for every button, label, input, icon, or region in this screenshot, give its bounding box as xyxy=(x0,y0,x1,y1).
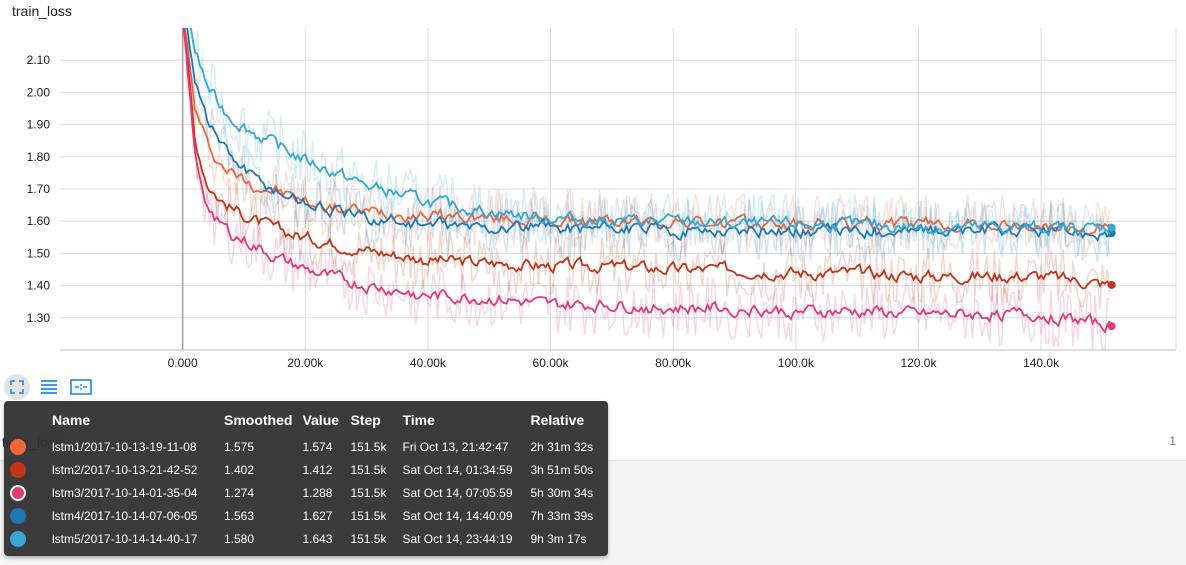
y-tick-label: 2.10 xyxy=(27,53,51,67)
tooltip-row: lstm3/2017-10-14-01-35-04 1.274 1.288 15… xyxy=(10,481,601,504)
tooltip-header-step: Step xyxy=(350,412,381,428)
series-color-swatch xyxy=(10,507,26,524)
series-endpoint-marker xyxy=(1107,223,1116,232)
step-value: 151.5k xyxy=(350,439,387,454)
step-value: 151.5k xyxy=(350,462,387,477)
run-name: lstm4/2017-10-14-07-06-05 xyxy=(52,508,198,523)
y-tick-label: 2.00 xyxy=(27,85,51,99)
y-tick-label: 1.70 xyxy=(27,182,51,196)
tooltip-table: Name Smoothed Value Step Time Relative l… xyxy=(10,411,601,550)
tooltip-header-name: Name xyxy=(52,412,91,428)
raw-value: 1.574 xyxy=(302,439,333,454)
tooltip-row: lstm2/2017-10-13-21-42-52 1.402 1.412 15… xyxy=(10,458,601,481)
series-raw-line xyxy=(181,28,1111,258)
time-value: Sat Oct 14, 23:44:19 xyxy=(402,531,513,546)
tooltip-header-time: Time xyxy=(402,412,435,428)
raw-value: 1.412 xyxy=(302,462,333,477)
run-name: lstm3/2017-10-14-01-35-04 xyxy=(52,485,198,500)
list-lines-icon xyxy=(41,380,57,394)
x-tick-label: 80.00k xyxy=(655,356,692,370)
tooltip-row: lstm4/2017-10-14-07-06-05 1.563 1.627 15… xyxy=(10,504,601,527)
series-swatch-cell xyxy=(10,481,52,504)
series-smoothed-line xyxy=(190,28,1111,237)
chart-toolbar xyxy=(4,374,94,400)
fullscreen-icon xyxy=(10,380,24,394)
relative-value: 2h 31m 32s xyxy=(530,439,594,454)
run-name: lstm1/2017-10-13-19-11-08 xyxy=(52,439,197,454)
raw-value: 1.627 xyxy=(302,508,333,523)
series-endpoint-marker xyxy=(1107,280,1116,289)
y-tick-label: 1.60 xyxy=(27,214,51,228)
smoothed-value: 1.402 xyxy=(224,462,255,477)
y-tick-label: 1.30 xyxy=(27,311,51,325)
y-tick-label: 1.40 xyxy=(27,279,51,293)
series-raw-line xyxy=(184,28,1110,350)
y-tick-label: 1.50 xyxy=(27,246,51,260)
smoothed-value: 1.575 xyxy=(224,439,255,454)
chart-card: train_loss 1.30 1.40 1.50 1.60 1.70 1.80 1.90 2… xyxy=(0,0,1186,461)
series-smoothed-line xyxy=(182,28,1111,290)
y-tick-label: 1.90 xyxy=(27,118,51,132)
series-color-swatch xyxy=(10,438,26,455)
raw-value: 1.643 xyxy=(302,531,333,546)
x-tick-label: 60.00k xyxy=(533,356,570,370)
x-tick-label: 140.0k xyxy=(1023,356,1060,370)
series-endpoint-marker xyxy=(1107,322,1116,331)
tooltip-row: lstm1/2017-10-13-19-11-08 1.575 1.574 15… xyxy=(10,435,601,458)
x-tick-label: 0.000 xyxy=(168,356,198,370)
tooltip-header-row: Name Smoothed Value Step Time Relative xyxy=(10,411,601,435)
smoothed-value: 1.563 xyxy=(224,508,255,523)
x-tick-label: 20.00k xyxy=(287,356,324,370)
tooltip-header-value: Value xyxy=(302,412,340,428)
chart-tooltip: Name Smoothed Value Step Time Relative l… xyxy=(4,401,608,556)
fit-domain-icon xyxy=(70,379,92,395)
raw-value: 1.288 xyxy=(302,485,333,500)
series-swatch-cell xyxy=(10,504,52,527)
x-tick-label: 100.0k xyxy=(778,356,815,370)
x-tick-label: 40.00k xyxy=(410,356,447,370)
tooltip-header-smoothed: Smoothed xyxy=(224,412,293,428)
series-swatch-cell xyxy=(10,458,52,481)
time-value: Fri Oct 13, 21:42:47 xyxy=(402,439,509,454)
x-tick-label: 120.0k xyxy=(900,356,937,370)
tooltip-header-relative: Relative xyxy=(530,412,585,428)
run-name: lstm5/2017-10-14-14-40-17 xyxy=(52,531,198,546)
log-scale-button[interactable] xyxy=(36,374,62,400)
series-raw-line xyxy=(188,28,1111,260)
time-value: Sat Oct 14, 14:40:09 xyxy=(402,508,513,523)
tooltip-row: lstm5/2017-10-14-14-40-17 1.580 1.643 15… xyxy=(10,527,601,550)
chart-title: train_loss xyxy=(12,3,72,19)
series-color-swatch xyxy=(10,530,26,547)
smoothed-value: 1.580 xyxy=(224,531,255,546)
relative-value: 5h 30m 34s xyxy=(530,485,594,500)
y-tick-label: 1.80 xyxy=(27,150,51,164)
series-swatch-cell xyxy=(10,435,52,458)
time-value: Sat Oct 14, 07:05:59 xyxy=(402,485,513,500)
series-color-swatch xyxy=(10,461,26,478)
series-smoothed-line xyxy=(183,28,1111,335)
tooltip-header-swatch xyxy=(10,411,52,435)
fit-domain-button[interactable] xyxy=(68,374,94,400)
series-color-swatch xyxy=(10,484,26,501)
line-chart[interactable]: 1.30 1.40 1.50 1.60 1.70 1.80 1.90 2.00 2.10 0.00… xyxy=(0,0,1186,380)
series-swatch-cell xyxy=(10,527,52,550)
relative-value: 7h 33m 39s xyxy=(530,508,594,523)
page-number: 1 xyxy=(1169,434,1176,448)
step-value: 151.5k xyxy=(350,531,387,546)
time-value: Sat Oct 14, 01:34:59 xyxy=(402,462,513,477)
relative-value: 9h 3m 17s xyxy=(530,531,587,546)
step-value: 151.5k xyxy=(350,508,387,523)
series-smoothed-line xyxy=(186,28,1111,242)
step-value: 151.5k xyxy=(350,485,387,500)
relative-value: 3h 51m 50s xyxy=(530,462,594,477)
run-name: lstm2/2017-10-13-21-42-52 xyxy=(52,462,198,477)
series-endpoint-marker xyxy=(1107,229,1116,238)
smoothed-value: 1.274 xyxy=(224,485,255,500)
expand-button[interactable] xyxy=(4,374,30,400)
